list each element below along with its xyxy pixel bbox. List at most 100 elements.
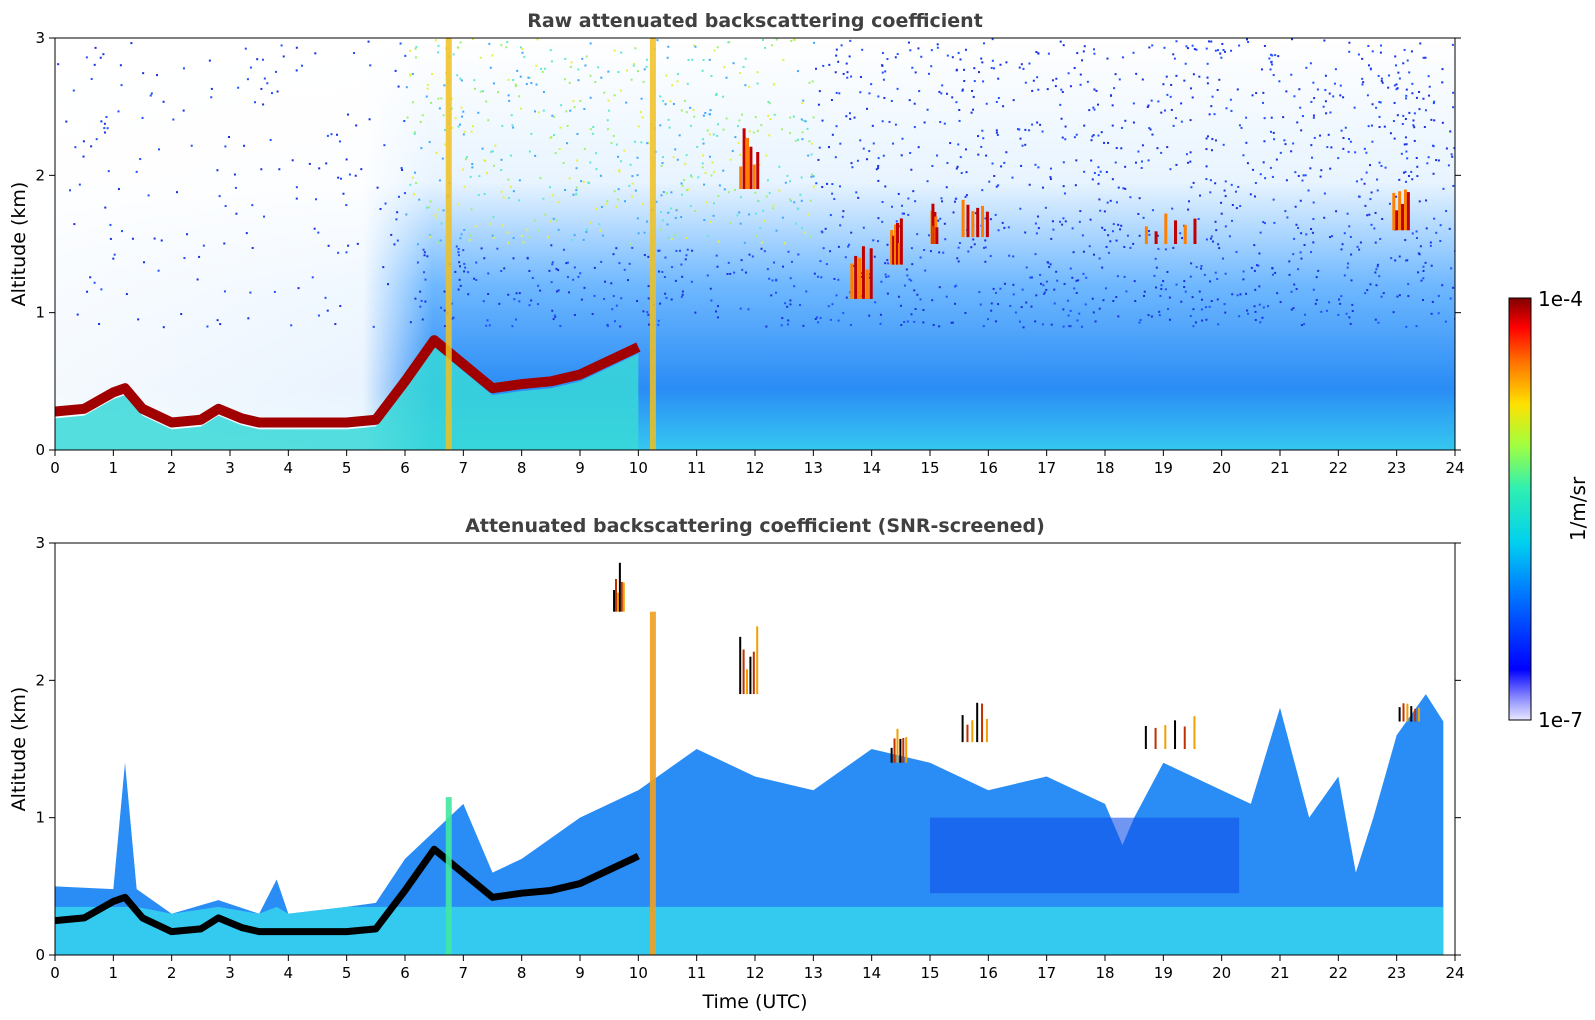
noise-pixel [862, 226, 865, 229]
noise-pixel [593, 294, 596, 297]
noise-pixel [704, 172, 707, 175]
noise-pixel [1393, 101, 1396, 104]
noise-pixel [494, 144, 497, 147]
noise-pixel [997, 97, 1000, 100]
noise-pixel [1395, 64, 1398, 67]
noise-pixel [282, 55, 285, 58]
noise-pixel [1329, 236, 1332, 239]
noise-pixel [744, 84, 747, 87]
noise-pixel [153, 237, 156, 240]
noise-pixel [583, 107, 586, 110]
noise-pixel [1425, 227, 1428, 230]
noise-pixel [1402, 114, 1405, 117]
noise-pixel [1115, 147, 1118, 150]
noise-pixel [1277, 55, 1280, 58]
cloud-mark [931, 203, 935, 244]
noise-pixel [868, 314, 871, 317]
noise-pixel [550, 281, 553, 284]
noise-pixel [599, 174, 602, 177]
noise-pixel [1419, 245, 1422, 248]
noise-pixel [386, 283, 389, 286]
noise-pixel [434, 39, 437, 42]
cloud-mark [1154, 231, 1158, 244]
noise-pixel [1378, 115, 1381, 118]
noise-pixel [694, 311, 697, 314]
noise-pixel [444, 143, 447, 146]
noise-pixel [680, 182, 683, 185]
noise-pixel [488, 324, 491, 327]
noise-pixel [1375, 284, 1378, 287]
noise-pixel [1358, 195, 1361, 198]
x-tick-label: 2 [167, 964, 177, 982]
noise-pixel [956, 257, 959, 260]
noise-pixel [701, 69, 704, 72]
noise-pixel [1406, 259, 1409, 262]
noise-pixel [833, 277, 836, 280]
noise-pixel [583, 286, 586, 289]
noise-pixel [940, 197, 943, 200]
noise-pixel [1320, 169, 1323, 172]
noise-pixel [577, 275, 580, 278]
noise-pixel [908, 278, 911, 281]
noise-pixel [1162, 83, 1165, 86]
noise-pixel [509, 154, 512, 157]
noise-pixel [685, 236, 688, 239]
noise-pixel [900, 323, 903, 326]
noise-pixel [406, 116, 409, 119]
noise-pixel [620, 297, 623, 300]
noise-pixel [758, 163, 761, 166]
noise-pixel [1025, 266, 1028, 269]
noise-pixel [1396, 87, 1399, 90]
noise-pixel [470, 130, 473, 133]
noise-pixel [1200, 308, 1203, 311]
cloud-mark [976, 207, 980, 238]
noise-pixel [1246, 38, 1249, 41]
noise-pixel [1220, 212, 1223, 215]
noise-pixel [961, 89, 964, 92]
noise-pixel [1300, 129, 1303, 132]
noise-pixel [315, 198, 318, 201]
noise-pixel [1296, 121, 1299, 124]
noise-pixel [1240, 126, 1243, 129]
cloud-mark [1410, 706, 1413, 722]
noise-pixel [1418, 108, 1421, 111]
noise-pixel [1269, 166, 1272, 169]
noise-pixel [1151, 209, 1154, 212]
noise-pixel [485, 100, 488, 103]
noise-pixel [1107, 141, 1110, 144]
noise-pixel [910, 168, 913, 171]
noise-pixel [528, 150, 531, 153]
noise-pixel [938, 286, 941, 289]
noise-pixel [938, 325, 941, 328]
noise-pixel [585, 55, 588, 58]
noise-pixel [834, 71, 837, 74]
noise-pixel [938, 90, 941, 93]
noise-pixel [441, 157, 444, 160]
noise-pixel [775, 278, 778, 281]
noise-pixel [732, 62, 735, 65]
y-tick-label: 1 [35, 809, 45, 827]
noise-pixel [457, 254, 460, 257]
noise-pixel [1292, 142, 1295, 145]
noise-pixel [736, 125, 739, 128]
noise-pixel [398, 195, 401, 198]
noise-pixel [1295, 223, 1298, 226]
noise-pixel [492, 82, 495, 85]
noise-pixel [982, 42, 985, 45]
noise-pixel [1418, 91, 1421, 94]
noise-pixel [457, 251, 460, 254]
noise-pixel [766, 268, 769, 271]
noise-pixel [817, 103, 820, 106]
noise-pixel [439, 239, 442, 242]
noise-pixel [664, 103, 667, 106]
noise-pixel [413, 171, 416, 174]
noise-pixel [415, 45, 418, 48]
noise-pixel [918, 90, 921, 93]
noise-pixel [1389, 132, 1392, 135]
noise-pixel [1014, 311, 1017, 314]
noise-pixel [827, 146, 830, 149]
noise-pixel [1297, 268, 1300, 271]
noise-pixel [589, 42, 592, 45]
noise-pixel [412, 176, 415, 179]
